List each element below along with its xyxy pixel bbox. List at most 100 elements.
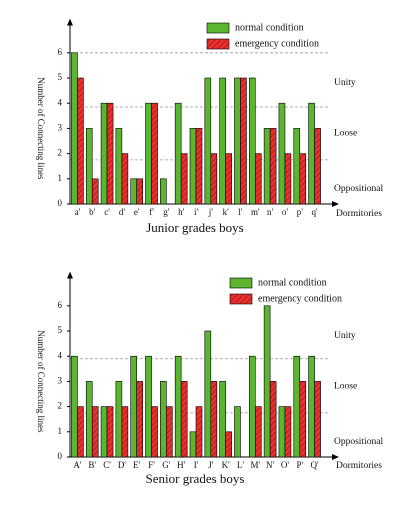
y-tick-label: 2 bbox=[58, 401, 63, 411]
x-tick-label: A' bbox=[73, 460, 81, 470]
legend-swatch bbox=[206, 38, 230, 50]
legend-label: normal condition bbox=[258, 277, 327, 288]
bar bbox=[269, 381, 277, 458]
y-tick-label: 2 bbox=[58, 148, 63, 158]
bar bbox=[115, 381, 123, 458]
bar bbox=[115, 128, 123, 205]
bar bbox=[91, 178, 99, 205]
x-tick-label: o' bbox=[282, 207, 289, 217]
bar bbox=[174, 102, 182, 205]
x-tick-label: b' bbox=[89, 207, 96, 217]
bar bbox=[314, 381, 321, 458]
bar bbox=[106, 406, 114, 458]
bar bbox=[284, 153, 292, 205]
x-tick-label: e' bbox=[134, 207, 140, 217]
legend-label: emergency condition bbox=[235, 38, 319, 49]
bar bbox=[85, 381, 93, 458]
y-tick-label: 5 bbox=[58, 325, 63, 335]
x-tick-label: L' bbox=[237, 460, 244, 470]
bar bbox=[121, 153, 129, 205]
y-tick-label: 3 bbox=[58, 122, 63, 132]
bar bbox=[210, 381, 218, 458]
bar bbox=[254, 153, 262, 205]
bar bbox=[254, 406, 262, 458]
bar bbox=[91, 406, 99, 458]
x-tick-label: g' bbox=[163, 207, 170, 217]
bar bbox=[136, 178, 144, 205]
bar bbox=[293, 128, 301, 205]
bar bbox=[160, 178, 167, 205]
y-tick-label: 3 bbox=[58, 375, 63, 385]
x-tick-label: j' bbox=[208, 207, 214, 217]
x-tick-label: I' bbox=[194, 460, 199, 470]
x-tick-label: q' bbox=[312, 207, 319, 217]
chart-title: Junior grades boys bbox=[146, 220, 244, 235]
x-tick-label: m' bbox=[251, 207, 260, 217]
bar bbox=[189, 128, 197, 205]
legend-swatch bbox=[229, 293, 253, 305]
bar bbox=[225, 431, 232, 458]
x-tick-label: l' bbox=[238, 207, 243, 217]
bar bbox=[174, 355, 182, 458]
chart: 0 1 2 3 4 5 6 a' b' c' d' e' f' g' h' i' j' k' l' m' n' o' p' q… bbox=[36, 18, 383, 235]
bar bbox=[293, 355, 301, 458]
bar bbox=[263, 128, 271, 205]
y-tick-label: 1 bbox=[58, 173, 63, 183]
x-tick-label: K' bbox=[222, 460, 230, 470]
bar bbox=[71, 52, 78, 205]
chart-title: Senior grades boys bbox=[146, 471, 245, 486]
x-tick-label: O' bbox=[281, 460, 289, 470]
bar bbox=[308, 355, 315, 458]
bar bbox=[145, 355, 152, 458]
legend-label: normal condition bbox=[235, 22, 304, 33]
annotation: Unity bbox=[334, 331, 356, 341]
annotation: Loose bbox=[334, 382, 357, 392]
x-tick-label: H' bbox=[177, 460, 185, 470]
annotation: Loose bbox=[334, 129, 357, 139]
bar bbox=[299, 381, 307, 458]
bar bbox=[85, 128, 93, 205]
y-tick-label: 0 bbox=[58, 451, 63, 461]
x-tick-label: F' bbox=[148, 460, 155, 470]
x-tick-label: M' bbox=[250, 460, 260, 470]
bar bbox=[278, 406, 286, 458]
x-tick-label: P' bbox=[296, 460, 303, 470]
x-axis-label: Dormitories bbox=[336, 209, 382, 219]
x-tick-label: C' bbox=[103, 460, 111, 470]
bar bbox=[219, 381, 226, 458]
x-tick-label: p' bbox=[297, 207, 304, 217]
bar bbox=[180, 153, 188, 205]
bar bbox=[204, 77, 212, 205]
bar bbox=[100, 406, 108, 458]
bar bbox=[263, 305, 271, 458]
x-tick-label: B' bbox=[88, 460, 96, 470]
bar bbox=[145, 102, 152, 205]
x-tick-label: D' bbox=[118, 460, 126, 470]
x-axis-label: Dormitories bbox=[336, 461, 382, 471]
bar bbox=[195, 128, 203, 205]
bar bbox=[151, 406, 158, 458]
bar bbox=[234, 406, 241, 458]
x-tick-label: f' bbox=[149, 207, 154, 217]
x-tick-label: a' bbox=[75, 207, 81, 217]
x-tick-label: c' bbox=[104, 207, 110, 217]
annotation: Oppositional bbox=[334, 437, 383, 447]
bar bbox=[269, 128, 277, 205]
bar bbox=[204, 330, 212, 458]
bar bbox=[130, 178, 138, 205]
bar bbox=[180, 381, 188, 458]
x-tick-label: E' bbox=[133, 460, 140, 470]
y-axis-label: Number of Connecting lines bbox=[36, 77, 46, 180]
x-tick-label: h' bbox=[178, 207, 185, 217]
bar bbox=[248, 355, 256, 458]
x-tick-label: d' bbox=[119, 207, 126, 217]
y-tick-label: 4 bbox=[58, 97, 63, 107]
y-tick-label: 1 bbox=[58, 426, 63, 436]
bar bbox=[314, 128, 321, 205]
x-tick-label: i' bbox=[194, 207, 199, 217]
x-tick-label: n' bbox=[267, 207, 274, 217]
bar bbox=[189, 431, 197, 458]
bar bbox=[71, 355, 78, 458]
bar bbox=[160, 381, 167, 458]
